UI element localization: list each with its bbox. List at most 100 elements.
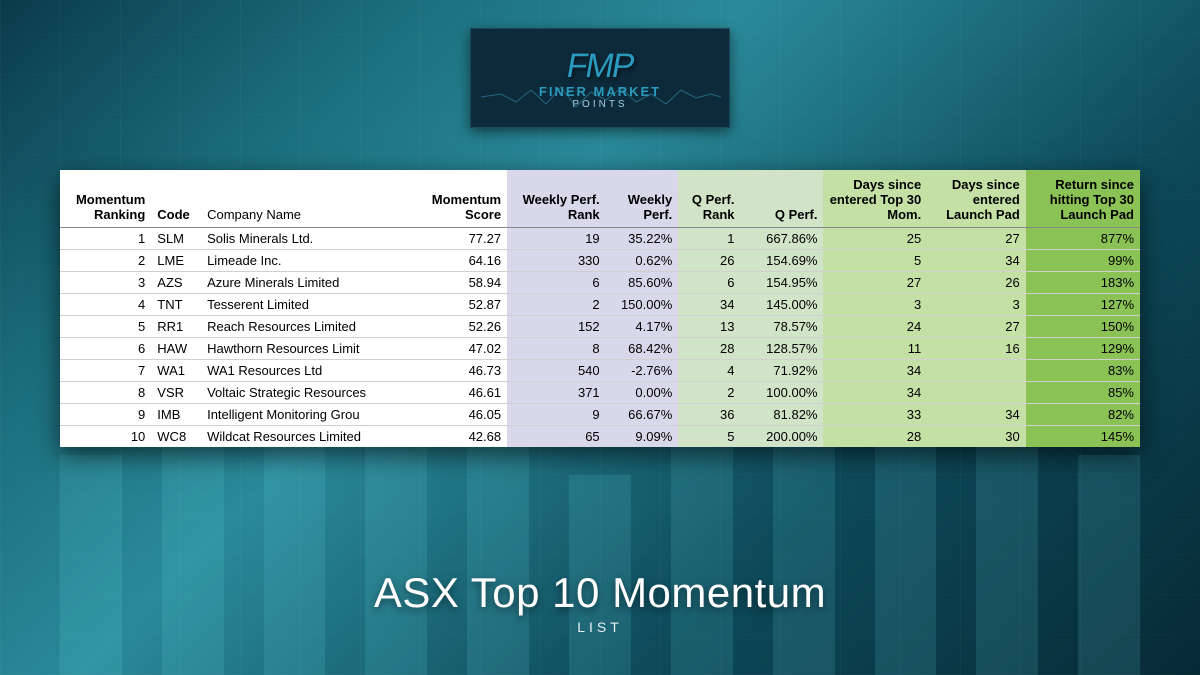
table-cell: 8 [60,381,151,403]
table-row: 5RR1Reach Resources Limited52.261524.17%… [60,315,1140,337]
table-cell: 65 [507,425,606,447]
page-title: ASX Top 10 Momentum [0,569,1200,617]
table-cell: Azure Minerals Limited [201,271,408,293]
table-cell: 371 [507,381,606,403]
table-cell: 27 [823,271,927,293]
momentum-table-container: Momentum RankingCodeCompany NameMomentum… [60,170,1140,447]
table-cell: 129% [1026,337,1140,359]
col-header: Q Perf. [741,170,824,227]
table-cell: 540 [507,359,606,381]
table-cell: 5 [823,249,927,271]
table-cell: 46.61 [409,381,508,403]
table-cell: Intelligent Monitoring Grou [201,403,408,425]
table-cell: 64.16 [409,249,508,271]
table-cell: 35.22% [606,227,679,249]
col-header: Weekly Perf. [606,170,679,227]
col-header: Momentum Score [409,170,508,227]
table-cell: VSR [151,381,201,403]
table-cell: 46.73 [409,359,508,381]
table-row: 8VSRVoltaic Strategic Resources46.613710… [60,381,1140,403]
table-cell: 99% [1026,249,1140,271]
table-cell: Voltaic Strategic Resources [201,381,408,403]
table-cell: Reach Resources Limited [201,315,408,337]
col-header: Company Name [201,170,408,227]
table-cell: 2 [678,381,740,403]
table-cell: 1 [60,227,151,249]
table-cell: 25 [823,227,927,249]
col-header: Momentum Ranking [60,170,151,227]
table-cell [927,381,1026,403]
table-cell: 0.00% [606,381,679,403]
table-cell: 154.69% [741,249,824,271]
table-row: 1SLMSolis Minerals Ltd.77.271935.22%1667… [60,227,1140,249]
table-row: 6HAWHawthorn Resources Limit47.02868.42%… [60,337,1140,359]
table-cell: HAW [151,337,201,359]
table-row: 4TNTTesserent Limited52.872150.00%34145.… [60,293,1140,315]
col-header: Days since entered Launch Pad [927,170,1026,227]
momentum-table: Momentum RankingCodeCompany NameMomentum… [60,170,1140,447]
table-cell: 26 [678,249,740,271]
col-header: Q Perf. Rank [678,170,740,227]
table-cell: 85% [1026,381,1140,403]
table-cell: 7 [60,359,151,381]
table-cell: 47.02 [409,337,508,359]
table-cell: 128.57% [741,337,824,359]
table-cell: 52.26 [409,315,508,337]
table-cell: 27 [927,315,1026,337]
table-cell: 34 [927,249,1026,271]
table-cell: 24 [823,315,927,337]
table-cell: 2 [507,293,606,315]
table-cell: TNT [151,293,201,315]
table-cell: 154.95% [741,271,824,293]
page-subtitle: LIST [0,619,1200,635]
table-cell: 150.00% [606,293,679,315]
table-cell: 4.17% [606,315,679,337]
table-cell: 16 [927,337,1026,359]
table-cell: 6 [507,271,606,293]
table-cell: RR1 [151,315,201,337]
table-cell: 9 [507,403,606,425]
table-cell: 127% [1026,293,1140,315]
table-cell: 33 [823,403,927,425]
table-cell: 78.57% [741,315,824,337]
table-cell: -2.76% [606,359,679,381]
col-header: Return since hitting Top 30 Launch Pad [1026,170,1140,227]
table-cell: 30 [927,425,1026,447]
table-row: 9IMBIntelligent Monitoring Grou46.05966.… [60,403,1140,425]
table-cell: 34 [823,359,927,381]
table-cell: 145% [1026,425,1140,447]
table-cell: 3 [823,293,927,315]
table-cell: 183% [1026,271,1140,293]
table-cell: WA1 Resources Ltd [201,359,408,381]
table-cell: WA1 [151,359,201,381]
table-cell [927,359,1026,381]
table-cell: 85.60% [606,271,679,293]
table-cell: 8 [507,337,606,359]
table-cell: Tesserent Limited [201,293,408,315]
table-cell: 150% [1026,315,1140,337]
col-header: Code [151,170,201,227]
table-cell: 28 [678,337,740,359]
logo-banner: FMP FINER MARKET POINTS [470,28,730,128]
title-block: ASX Top 10 Momentum LIST [0,569,1200,635]
table-cell: 200.00% [741,425,824,447]
table-cell: 68.42% [606,337,679,359]
table-cell: 10 [60,425,151,447]
table-cell: 11 [823,337,927,359]
table-cell: 5 [678,425,740,447]
table-row: 7WA1WA1 Resources Ltd46.73540-2.76%471.9… [60,359,1140,381]
col-header: Days since entered Top 30 Mom. [823,170,927,227]
table-cell: 4 [60,293,151,315]
table-cell: 27 [927,227,1026,249]
table-cell: 34 [823,381,927,403]
table-cell: 52.87 [409,293,508,315]
table-body: 1SLMSolis Minerals Ltd.77.271935.22%1667… [60,227,1140,447]
table-cell: 19 [507,227,606,249]
table-cell: LME [151,249,201,271]
table-cell: 34 [927,403,1026,425]
table-cell: 13 [678,315,740,337]
table-cell: 66.67% [606,403,679,425]
table-row: 3AZSAzure Minerals Limited58.94685.60%61… [60,271,1140,293]
table-cell: 83% [1026,359,1140,381]
table-cell: 46.05 [409,403,508,425]
